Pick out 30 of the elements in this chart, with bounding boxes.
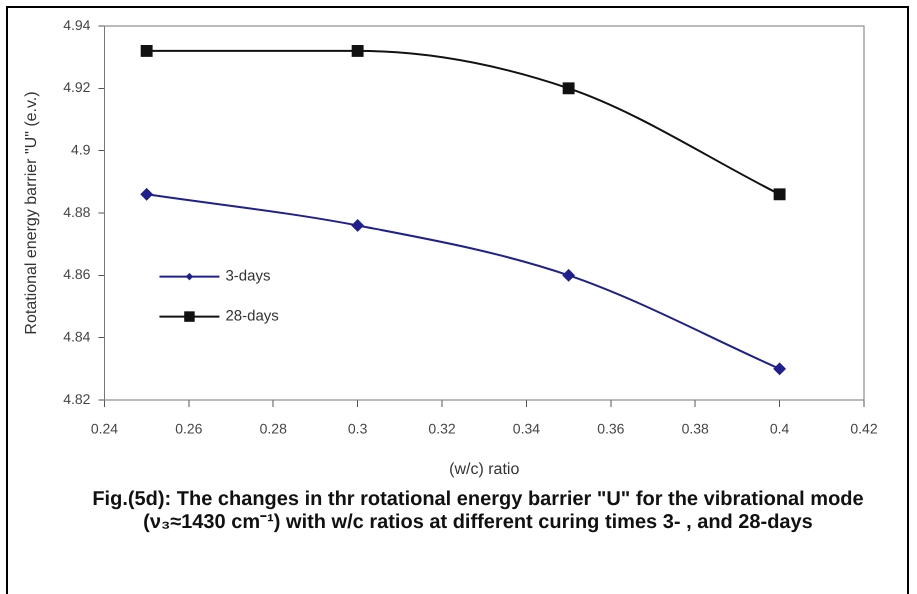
x-tick-label: 0.26 xyxy=(175,420,203,436)
y-tick-label: 4.9 xyxy=(70,142,91,158)
point xyxy=(352,44,364,57)
x-tick-label: 0.34 xyxy=(512,420,540,436)
y-tick-label: 4.92 xyxy=(63,79,91,96)
x-tick-label: 0.36 xyxy=(597,420,625,436)
x-tick-label: 0.28 xyxy=(260,420,288,436)
point xyxy=(352,219,364,232)
x-tick-label: 0.4 xyxy=(770,420,790,436)
x-axis-title: (w/c) ratio xyxy=(449,460,520,478)
y-tick-label: 4.84 xyxy=(63,328,91,345)
point xyxy=(774,188,786,200)
x-tick-label: 0.24 xyxy=(90,420,118,436)
x-tick-label: 0.42 xyxy=(850,420,878,436)
y-tick-label: 4.86 xyxy=(63,266,91,282)
y-tick-label: 4.82 xyxy=(63,390,91,407)
y-tick-label: 4.94 xyxy=(63,16,91,33)
text: Fig.(5d): The changes in thr rotational energy barrier "U" for the vibrational mode (ν₃≈1430 cm⁻¹) with w/c ratios at different curing times 3- , and 28-days xyxy=(91,488,865,534)
y-axis-title: Rotational energy barrier "U" (e.v.) xyxy=(23,91,40,335)
point xyxy=(140,44,153,57)
legend-label: 28-days xyxy=(225,308,279,325)
point xyxy=(140,188,153,200)
y-tick-label: 4.88 xyxy=(63,204,91,220)
point xyxy=(562,269,575,282)
legend-label: 3-days xyxy=(225,268,270,285)
x-tick-label: 0.38 xyxy=(682,420,710,436)
x-tick-label: 0.3 xyxy=(348,420,368,436)
point xyxy=(774,362,786,375)
x-tick-label: 0.32 xyxy=(428,420,456,436)
point xyxy=(562,82,575,94)
